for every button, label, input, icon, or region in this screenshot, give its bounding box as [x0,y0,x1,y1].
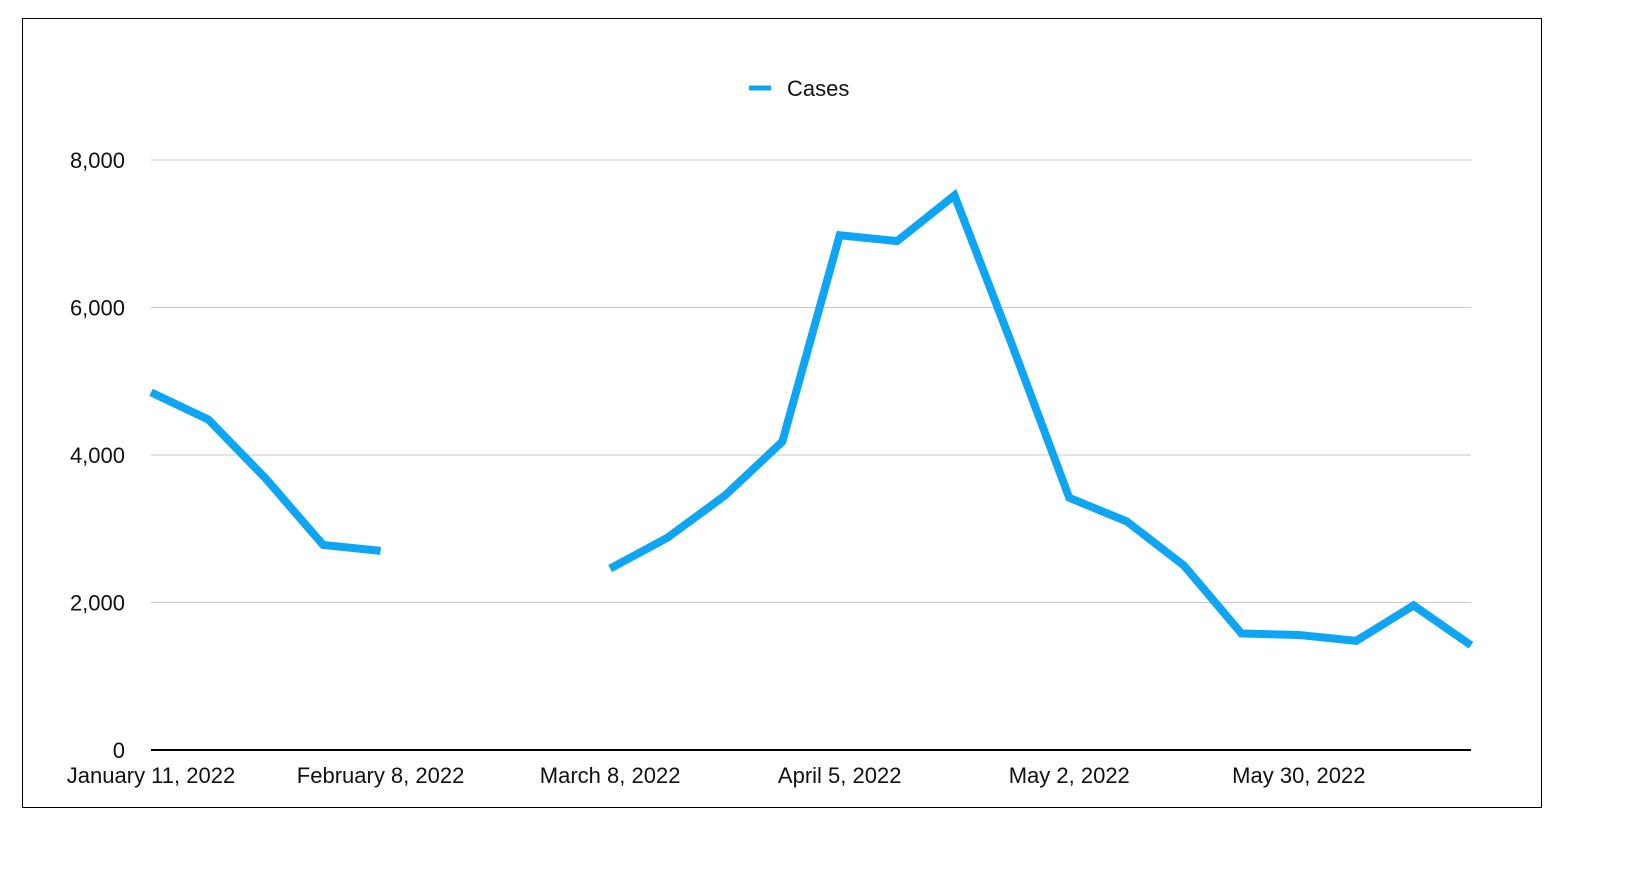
x-tick-label: February 8, 2022 [297,763,465,788]
x-axis-ticks: January 11, 2022 February 8, 2022 March 8,… [67,763,1366,788]
x-tick-label: April 5, 2022 [778,763,902,788]
y-tick-label: 2,000 [70,591,125,616]
legend: Cases [749,76,849,101]
y-tick-label: 0 [113,738,125,763]
x-tick-label: May 2, 2022 [1009,763,1130,788]
x-tick-label: March 8, 2022 [540,763,681,788]
legend-label-cases: Cases [787,76,849,101]
gridlines [151,159,1471,603]
series-line-segment [608,188,1474,649]
x-tick-label: January 11, 2022 [67,763,235,788]
y-axis-ticks: 0 2,000 4,000 6,000 8,000 [70,148,125,763]
chart-frame: 0 2,000 4,000 6,000 8,000 January 11, 2022 Fe… [22,18,1542,808]
series-line-segment [149,388,381,555]
y-tick-label: 6,000 [70,296,125,321]
y-tick-label: 8,000 [70,148,125,173]
y-tick-label: 4,000 [70,443,125,468]
line-chart: 0 2,000 4,000 6,000 8,000 January 11, 2022 Fe… [67,76,1474,788]
x-tick-label: May 30, 2022 [1232,763,1365,788]
series-cases [149,188,1474,649]
